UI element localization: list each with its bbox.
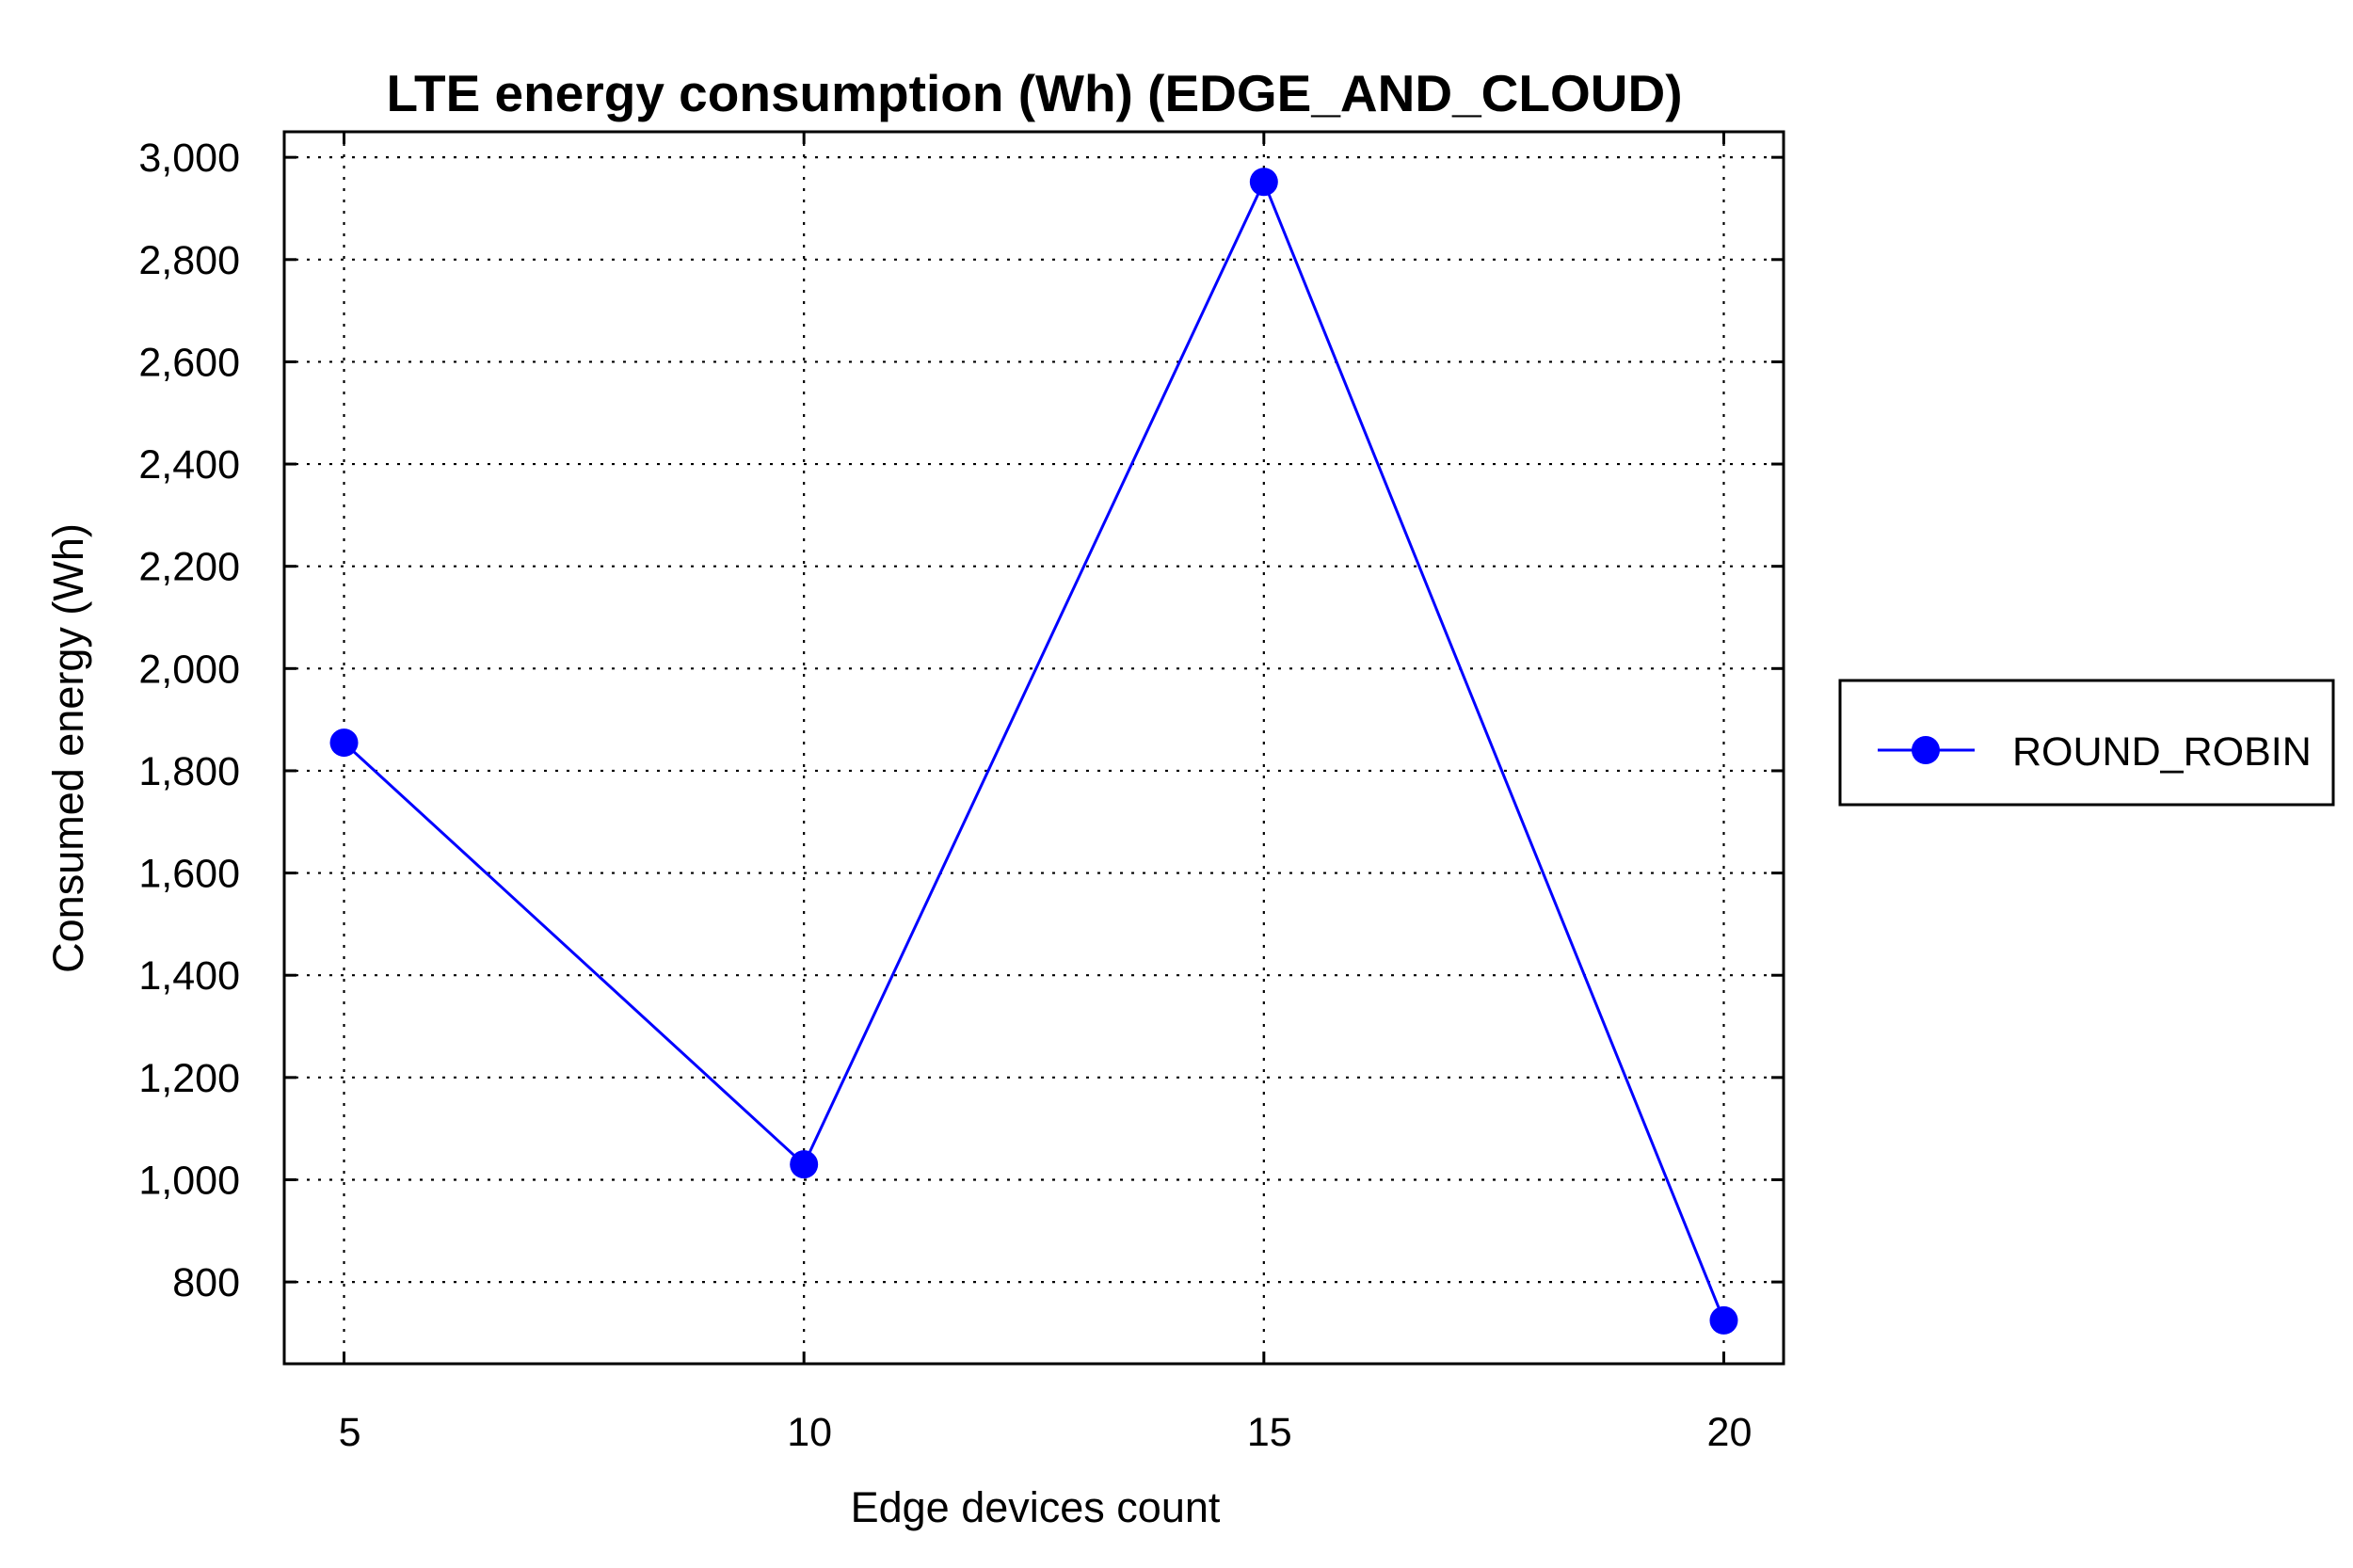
legend-marker [1912, 736, 1940, 764]
y-tick-label: 1,400 [138, 953, 240, 999]
y-axis-label: Consumed energy (Wh) [44, 523, 92, 973]
legend-label-round-robin: ROUND_ROBIN [2012, 729, 2312, 775]
data-point [790, 1150, 819, 1179]
y-tick-label: 1,000 [138, 1158, 240, 1203]
y-tick-label: 2,200 [138, 545, 240, 590]
y-tick-label: 2,600 [138, 340, 240, 385]
y-tick-label: 1,200 [138, 1056, 240, 1101]
x-tick-label: 20 [1707, 1410, 1753, 1455]
series-line [343, 178, 1725, 1321]
y-tick-label: 2,000 [138, 647, 240, 692]
series-round-robin [329, 168, 1738, 1335]
y-tick-label: 1,800 [138, 749, 240, 794]
legend: ROUND_ROBIN [1838, 679, 2335, 807]
legend-box [1838, 679, 2335, 807]
x-tick-label: 15 [1247, 1410, 1292, 1455]
x-axis-tick-labels: 5 10 15 20 [339, 1410, 1753, 1455]
chart-title: LTE energy consumption (Wh) (EDGE_AND_CL… [386, 64, 1682, 122]
axis-ticks [284, 132, 1784, 1364]
y-tick-label: 1,600 [138, 852, 240, 897]
data-point [1249, 168, 1278, 197]
x-axis-label: Edge devices count [851, 1483, 1221, 1531]
x-tick-label: 5 [339, 1410, 361, 1455]
y-tick-label: 3,000 [138, 136, 240, 181]
plot-area-frame [282, 130, 1785, 1366]
x-tick-label: 10 [787, 1410, 832, 1455]
data-point [329, 728, 359, 758]
y-axis-tick-labels: 800 1,000 1,200 1,400 1,600 1,800 2,000 2,200 2,… [138, 136, 240, 1305]
data-point [1709, 1305, 1738, 1335]
grid-lines [284, 132, 1784, 1364]
y-tick-label: 800 [172, 1260, 240, 1305]
y-tick-label: 2,400 [138, 442, 240, 488]
y-tick-label: 2,800 [138, 238, 240, 283]
